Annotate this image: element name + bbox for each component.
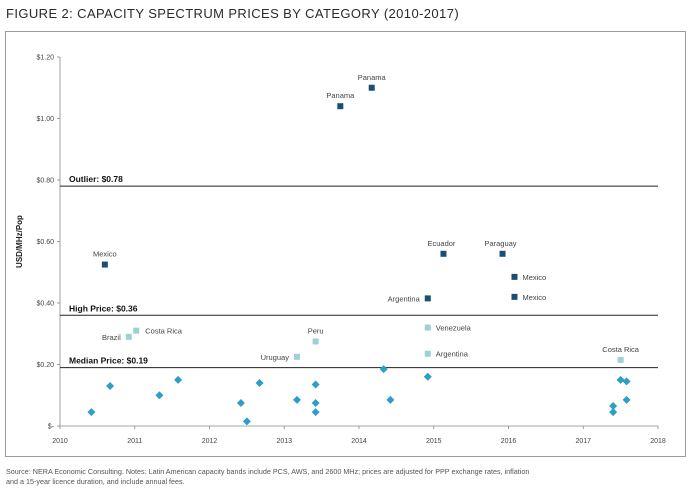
point-label: Brazil [102, 333, 121, 342]
threshold-label: Median Price: $0.19 [69, 356, 148, 366]
median-price-point [424, 324, 431, 331]
chart-marks [87, 84, 631, 426]
low-price-point [242, 417, 251, 426]
y-tick-label: $0.20 [36, 362, 54, 369]
point-label: Uruguay [261, 353, 290, 362]
point-label: Argentina [388, 294, 421, 303]
y-tick-label: $- [48, 424, 55, 431]
low-price-point [379, 365, 388, 374]
y-tick-label: $0.40 [36, 301, 54, 308]
point-label: Venezuela [436, 324, 472, 333]
x-tick-label: 2018 [650, 438, 666, 445]
x-tick-label: 2016 [501, 438, 517, 445]
median-price-point [293, 353, 300, 360]
point-label: Paraguay [484, 239, 516, 248]
point-label: Mexico [522, 273, 546, 282]
median-price-point [617, 356, 624, 363]
low-price-point [87, 408, 96, 417]
low-price-point [616, 375, 625, 384]
low-price-point [155, 391, 164, 400]
high-price-point [440, 250, 447, 257]
y-tick-label: $1.00 [36, 116, 54, 123]
high-price-point [511, 293, 518, 300]
point-label: Ecuador [427, 239, 455, 248]
low-price-point [311, 380, 320, 389]
figure-title: FIGURE 2: CAPACITY SPECTRUM PRICES BY CA… [6, 6, 460, 21]
high-price-point [499, 250, 506, 257]
low-price-point [311, 398, 320, 407]
point-label: Argentina [436, 350, 469, 359]
point-label: Mexico [522, 293, 546, 302]
point-label: Panama [326, 91, 355, 100]
high-price-point [424, 295, 431, 302]
y-tick-label: $1.20 [36, 55, 54, 62]
low-price-point [622, 395, 631, 404]
median-price-point [424, 350, 431, 357]
threshold-label: High Price: $0.36 [69, 303, 138, 313]
point-label: Panama [358, 73, 387, 82]
x-tick-label: 2012 [202, 438, 218, 445]
low-price-point [423, 372, 432, 381]
source-note-line-1: Source: NERA Economic Consulting. Notes:… [6, 467, 530, 476]
chart-axes: $- $0.20 $0.40 $0.60 $0.80 $1.00 $1.20 2010 2011… [15, 55, 666, 446]
chart-frame [5, 31, 686, 457]
median-price-point [312, 338, 319, 345]
low-price-point [609, 402, 618, 411]
high-price-point [511, 273, 518, 280]
x-tick-label: 2013 [276, 438, 292, 445]
low-price-point [622, 377, 631, 386]
low-price-point [292, 395, 301, 404]
low-price-point [236, 398, 245, 407]
point-label: Mexico [93, 250, 117, 259]
low-price-point [609, 408, 618, 417]
point-label: Costa Rica [145, 327, 183, 336]
point-label: Costa Rica [602, 345, 640, 354]
low-price-point [174, 375, 183, 384]
threshold-label: Outlier: $0.78 [69, 174, 123, 184]
source-note: Source: NERA Economic Consulting. Notes:… [6, 467, 666, 487]
low-price-point [255, 378, 264, 387]
source-note-line-2: and a 15-year licence duration, and incl… [6, 477, 185, 486]
high-price-point [337, 103, 344, 110]
low-price-point [386, 395, 395, 404]
y-tick-label: $0.60 [36, 239, 54, 246]
threshold-lines: Outlier: $0.78 High Price: $0.36 Median Pr… [60, 174, 658, 369]
high-price-point [101, 261, 108, 268]
high-price-point [368, 84, 375, 91]
x-tick-label: 2015 [426, 438, 442, 445]
x-tick-label: 2014 [351, 438, 367, 445]
x-tick-label: 2011 [127, 438, 142, 445]
low-price-point [106, 382, 115, 391]
x-tick-label: 2017 [575, 438, 591, 445]
point-label: Peru [308, 326, 324, 335]
y-tick-label: $0.80 [36, 178, 54, 185]
median-price-point [133, 327, 140, 334]
x-tick-label: 2010 [52, 438, 68, 445]
median-price-point [125, 333, 132, 340]
low-price-point [311, 408, 320, 417]
y-axis-title: USD/MHz/Pop [15, 215, 24, 268]
